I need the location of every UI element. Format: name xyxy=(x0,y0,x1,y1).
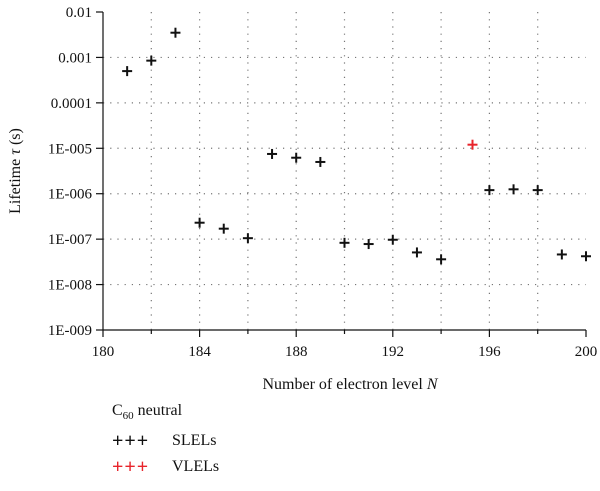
point-slels xyxy=(315,156,326,167)
y-tick-label: 1E-007 xyxy=(48,232,93,248)
x-tick-label: 180 xyxy=(92,344,115,360)
point-slels xyxy=(194,217,205,228)
legend: C60 neutral +++ SLELs +++ VLELs xyxy=(112,402,219,480)
x-tick-label: 196 xyxy=(478,344,501,360)
y-tick-label: 0.01 xyxy=(66,5,92,21)
point-slels xyxy=(291,152,302,163)
point-slels xyxy=(363,239,374,250)
point-slels xyxy=(267,148,278,159)
point-slels xyxy=(532,185,543,196)
point-slels xyxy=(170,27,181,38)
y-tick-label: 1E-006 xyxy=(48,187,93,203)
legend-marker-vlels: +++ xyxy=(112,455,150,478)
point-slels xyxy=(411,247,422,258)
point-slels xyxy=(581,251,591,262)
y-tick-label: 1E-009 xyxy=(48,323,92,339)
x-tick-label: 188 xyxy=(285,344,308,360)
x-tick-label: 184 xyxy=(188,344,211,360)
point-slels xyxy=(218,223,229,234)
y-tick-label: 1E-005 xyxy=(48,141,92,157)
x-axis-ticks: 180 184 188 192 196 200 xyxy=(92,330,598,360)
x-axis-label: Number of electron level N xyxy=(262,376,438,393)
y-tick-label: 0.0001 xyxy=(51,96,92,112)
y-tick-label: 1E-008 xyxy=(48,278,92,294)
legend-item-vlels: +++ VLELs xyxy=(112,454,219,480)
point-slels xyxy=(122,66,133,77)
data-points xyxy=(122,27,591,265)
point-slels xyxy=(508,184,519,195)
y-axis-label: Lifetime τ (s) xyxy=(7,128,24,214)
point-slels xyxy=(146,55,157,66)
x-tick-label: 192 xyxy=(382,344,405,360)
x-tick-label: 200 xyxy=(575,344,598,360)
legend-label-slels: SLELs xyxy=(172,432,217,450)
scatter-chart: 180 184 188 192 196 200 0.01 0.001 0.0001 1E-005… xyxy=(7,5,598,393)
legend-title: C60 neutral xyxy=(112,402,183,423)
point-slels xyxy=(387,234,398,245)
point-slels xyxy=(484,185,495,196)
point-vlels xyxy=(467,139,478,150)
y-axis-ticks: 0.01 0.001 0.0001 1E-005 1E-006 1E-007 1E-008 1… xyxy=(48,5,103,339)
legend-item-slels: +++ SLELs xyxy=(112,428,219,454)
point-slels xyxy=(556,249,567,260)
legend-marker-slels: +++ xyxy=(112,429,150,452)
legend-label-vlels: VLELs xyxy=(172,458,220,476)
y-tick-label: 0.001 xyxy=(58,50,92,66)
point-slels xyxy=(436,254,447,265)
grid-lines xyxy=(103,12,586,330)
point-slels xyxy=(339,237,350,248)
point-slels xyxy=(242,233,253,244)
